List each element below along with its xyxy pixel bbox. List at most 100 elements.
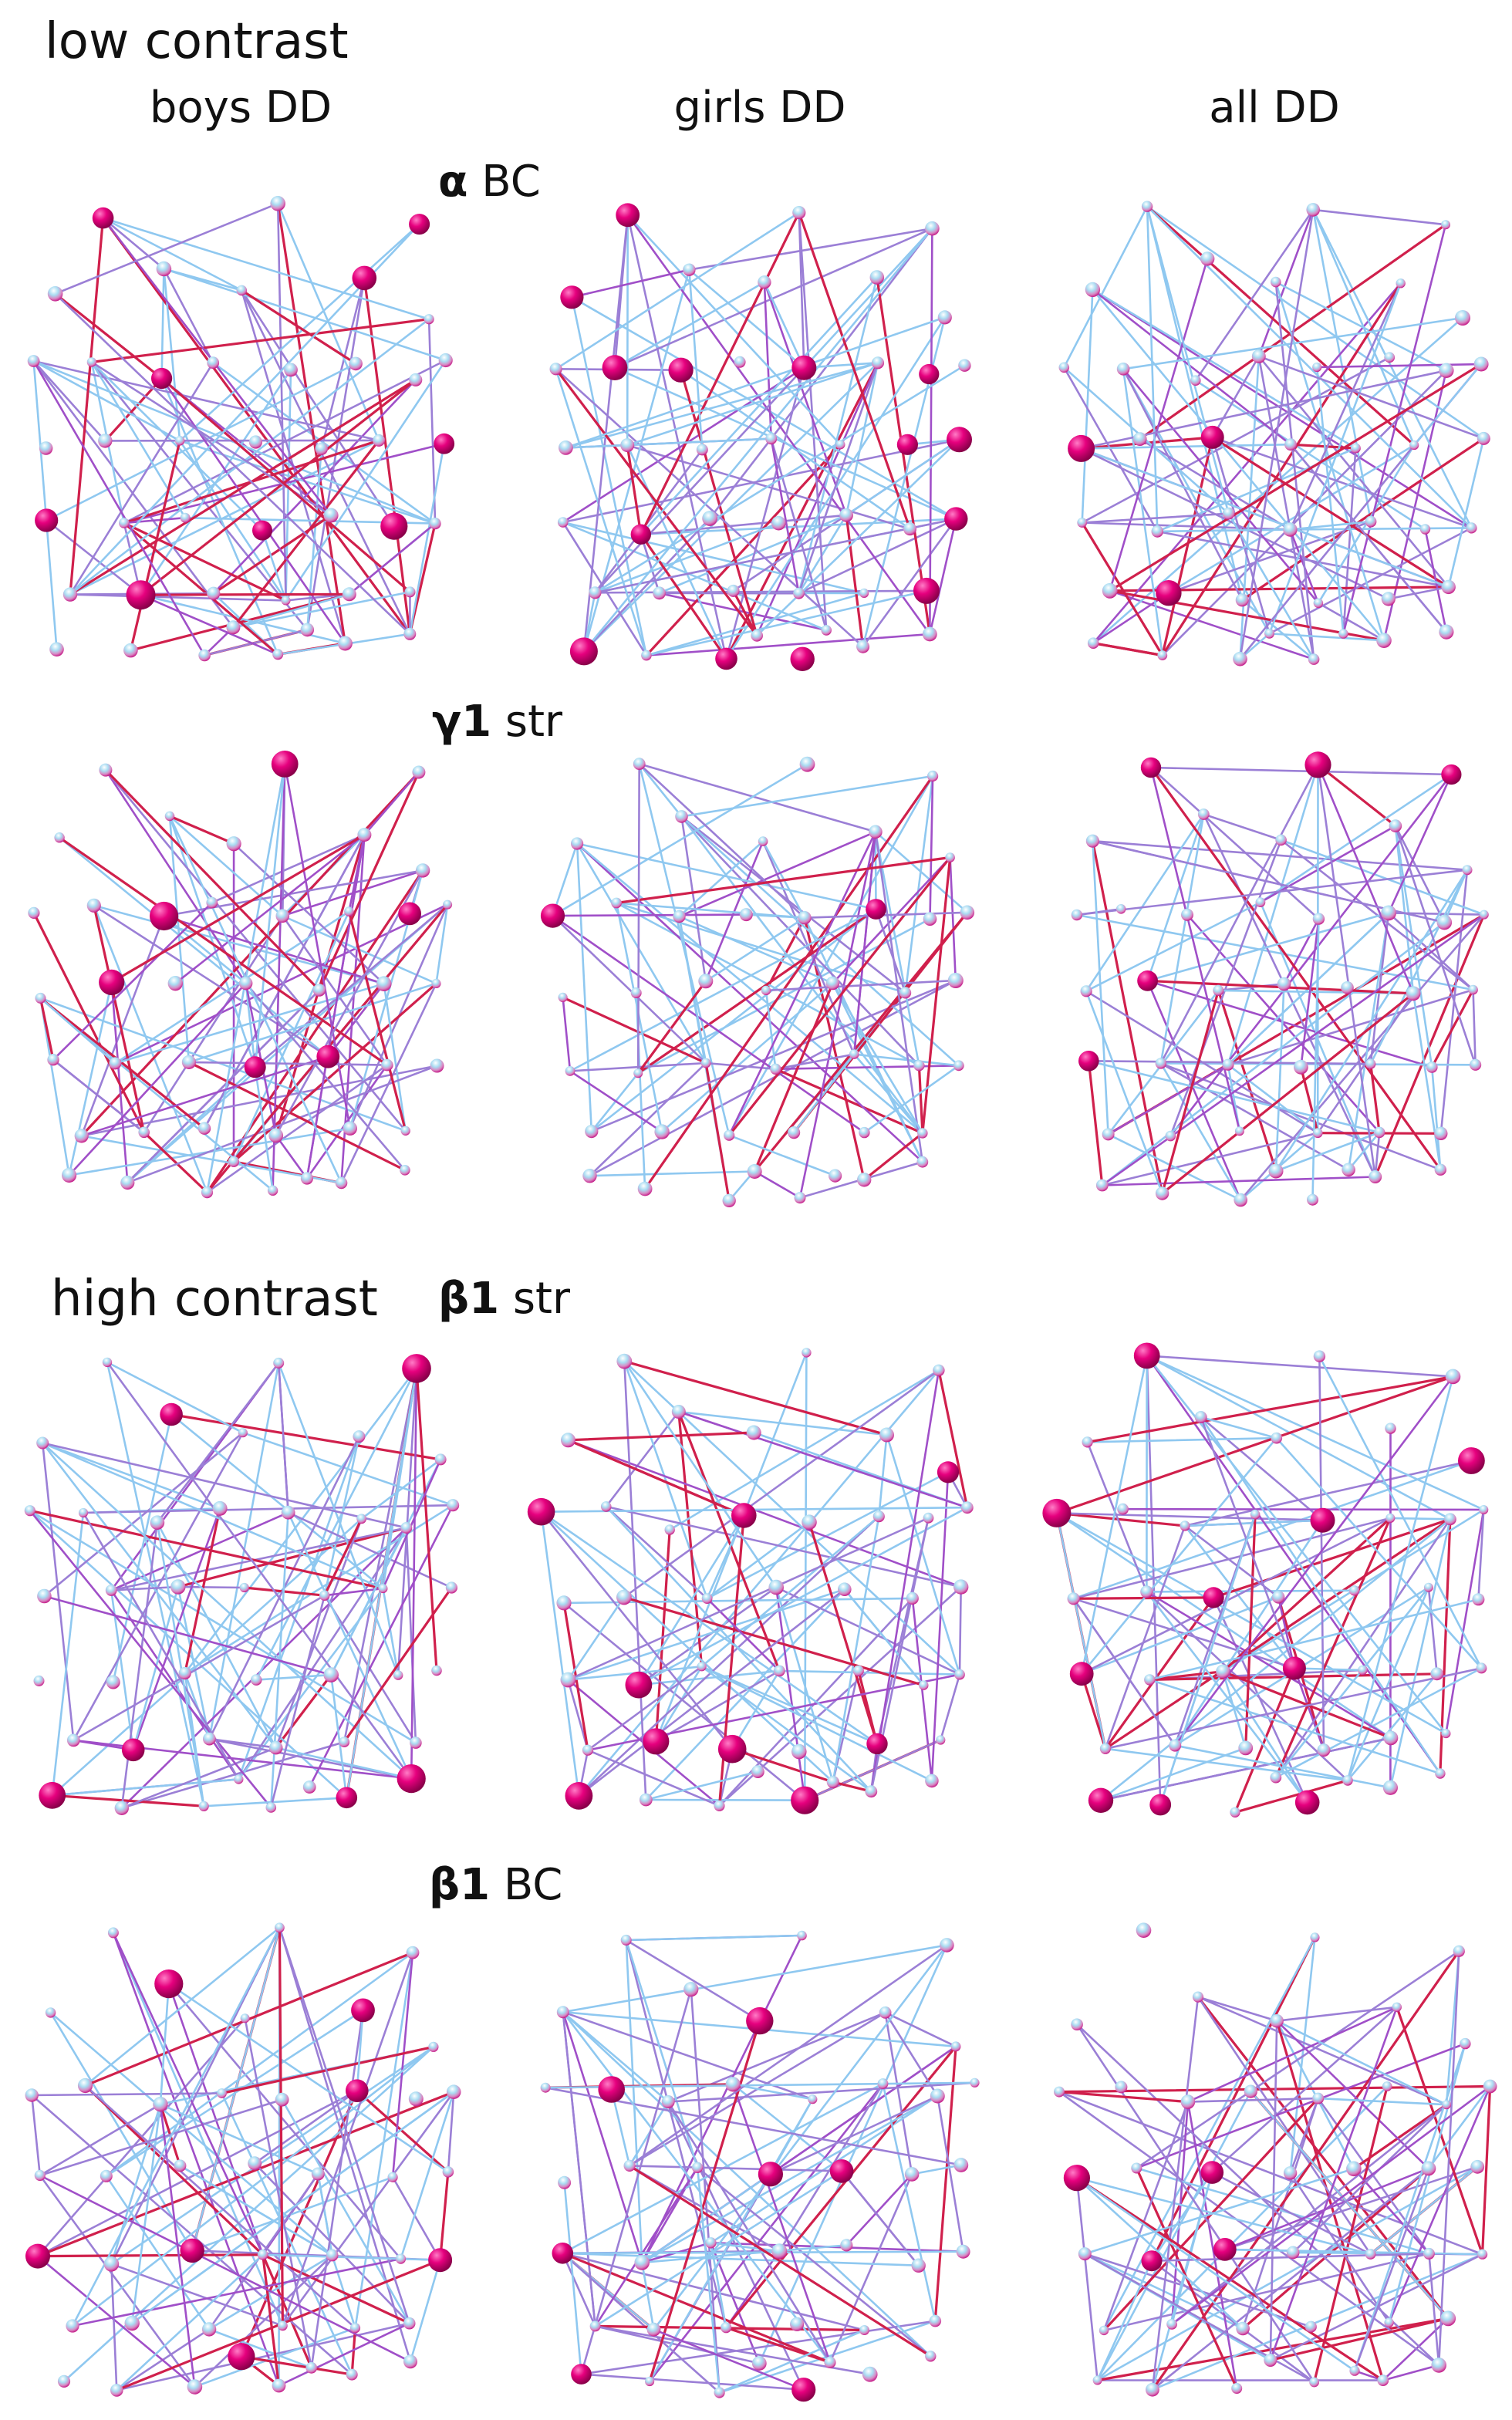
network-edge [382,1587,400,1676]
network-node [1117,1503,1129,1515]
network-edge [1259,773,1453,903]
network-node [1426,1061,1438,1073]
network-edge [1080,1517,1392,1675]
network-node [620,1934,632,1946]
network-edge [1146,205,1244,602]
network-node [409,373,423,386]
network-node [1283,2166,1298,2180]
network-node [960,1501,974,1514]
network-edge [1445,1508,1485,1735]
network-edge [660,982,834,1133]
network-node [799,756,815,772]
network-edge [1388,2085,1491,2324]
network-edge [680,775,934,818]
network-edge [933,2045,957,2323]
network-node [1270,1771,1282,1784]
network-node [346,2368,358,2381]
network-node [406,1946,420,1959]
network-edge [569,1070,663,1133]
network-edge [636,907,878,1075]
network-edge [1274,983,1285,1173]
network-edge [904,775,934,994]
network-node [99,763,113,777]
network-edge [106,1361,245,1434]
network-edge [567,1588,846,1681]
network-node [1383,1730,1399,1746]
hub-node [552,2243,574,2264]
row-label-greek: α [438,157,468,207]
network-node [1466,522,1477,534]
network-node [356,1514,366,1524]
network-edge [645,589,928,656]
network-edge [1092,282,1402,645]
network-edge [112,1413,173,1683]
network-node [705,2237,717,2249]
network-node [1271,276,1281,288]
network-edge [1277,1596,1296,1669]
network-edge [589,1061,707,1177]
network-node [683,263,696,276]
network-edge [93,904,329,1058]
network-edge [882,2082,937,2322]
network-edge [32,359,235,629]
network-edge [566,1439,745,1517]
network-edge [654,1669,781,1743]
network-edge [435,903,449,985]
network-edge [71,2046,435,2327]
network-node [167,976,183,991]
hub-node [126,580,156,610]
network-node [1190,375,1201,386]
network-node [1423,2247,1435,2260]
network-node [639,1793,653,1807]
network-node [696,444,708,456]
network-edge [84,2084,356,2329]
network-edge [39,2174,196,2388]
network-edge [323,1517,363,1597]
network-node [25,2088,39,2102]
network-edge [139,378,417,596]
network-node [600,1501,612,1512]
network-nodes [549,203,972,671]
network-edges [29,1361,454,1810]
network-edge [220,2045,435,2095]
network-nodes [24,1354,460,1815]
network-edge [644,1770,759,1801]
network-edge [1075,908,1122,916]
network-edge [626,214,842,446]
network-edge [1104,1517,1452,1750]
network-edge [82,1504,454,1514]
network-node [400,1165,410,1176]
hub-node [25,2243,50,2269]
network-edge [562,2010,832,2364]
network-edge [1146,205,1473,529]
network-edge [39,997,407,1132]
network-node [248,2156,262,2171]
network-edge [1080,447,1450,589]
network-edge [755,438,960,637]
network-edge [391,2175,441,2261]
network-panel-r2-c3 [1071,751,1489,1207]
network-edge [156,1521,278,1749]
network-edge [884,2011,939,2098]
hub-node [947,427,972,453]
network-edge [159,2103,319,2175]
network-edge [615,856,952,905]
network-edge [679,369,758,637]
network-edge [305,1064,389,1180]
network-edge [68,981,113,1176]
network-edge [626,214,931,636]
network-edge [1274,1518,1452,1779]
network-node [86,898,101,913]
network-edge [93,904,208,1193]
network-edge [645,592,866,656]
network-node [927,770,939,782]
network-nodes [527,1348,974,1814]
network-edge [1200,1416,1296,1669]
network-node [357,828,372,842]
network-edge [1211,355,1261,439]
network-edge [708,437,773,520]
network-edge [798,831,877,1199]
network-node [138,1126,150,1139]
network-edge [1122,367,1244,602]
network-node [1270,2014,1284,2028]
